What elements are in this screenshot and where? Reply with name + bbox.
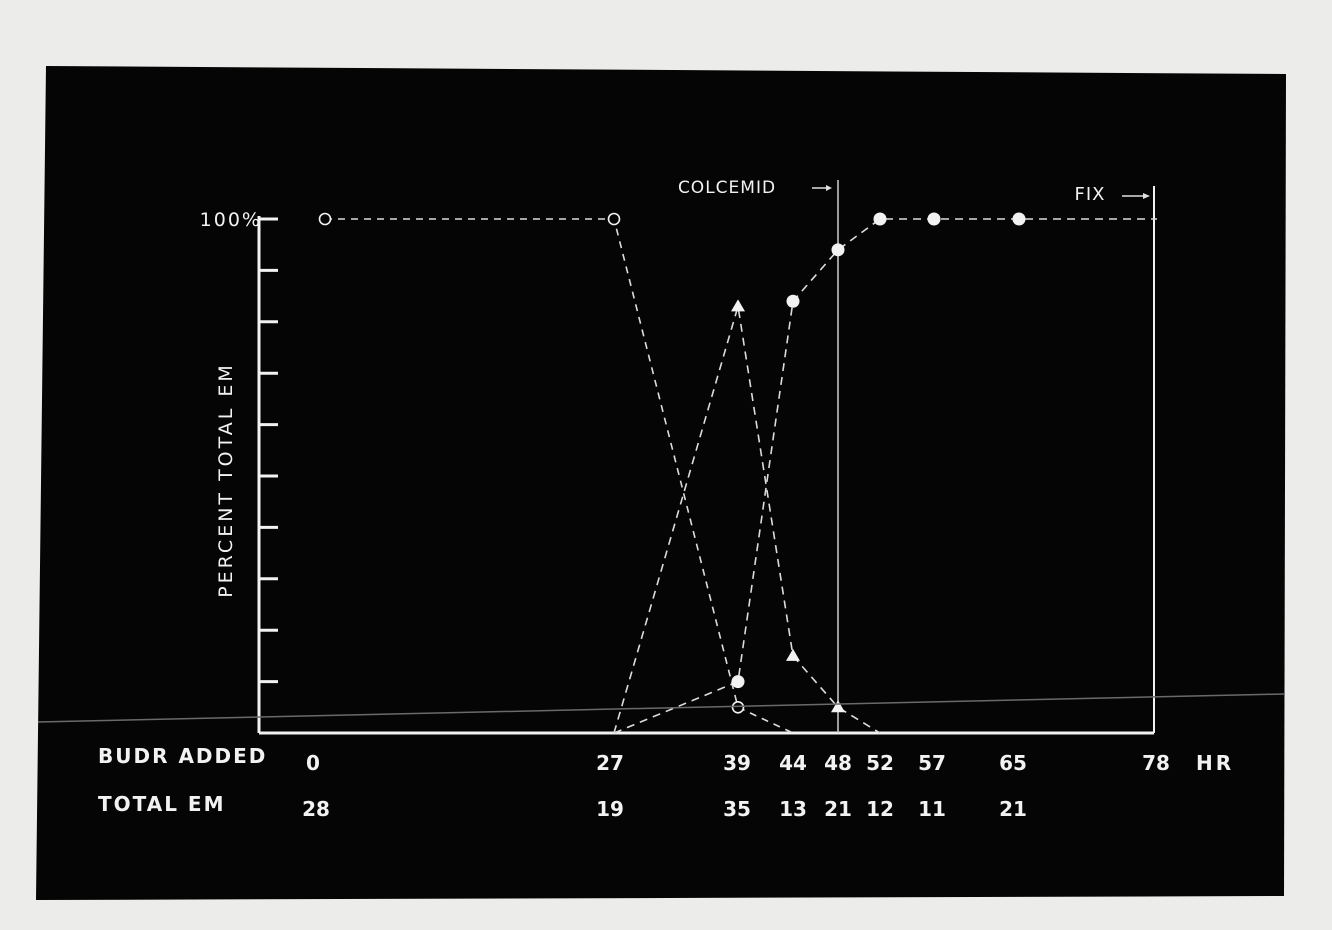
x-unit-label: HR — [1196, 751, 1234, 775]
x-labels: 0 27 39 44 48 52 57 65 78 — [306, 751, 1170, 775]
colcemid-label: COLCEMID — [678, 178, 776, 198]
y-top-label: 100% — [200, 209, 262, 231]
open-circle-marker — [731, 700, 745, 714]
total-em-row-label: TOTAL EM — [98, 792, 225, 816]
filled-circle-marker — [1012, 212, 1026, 226]
budr-row-label: BUDR ADDED — [98, 744, 267, 768]
filled-circle-marker — [786, 294, 800, 308]
x-tick-label: 0 — [306, 751, 320, 775]
total-em-value: 19 — [596, 797, 624, 821]
series-line-open-circle — [325, 218, 794, 734]
triangle-marker — [731, 299, 745, 312]
x-tick-label: 27 — [596, 751, 624, 775]
filled-circle-marker — [731, 675, 745, 689]
colcemid-arrow — [812, 185, 832, 191]
x-tick-label: 57 — [918, 751, 946, 775]
x-tick-label: 65 — [999, 751, 1027, 775]
fix-label: FIX — [1075, 184, 1106, 205]
triangle-marker — [786, 648, 800, 661]
total-em-value: 21 — [999, 797, 1027, 821]
fix-arrow — [1122, 193, 1150, 199]
chart-background — [36, 66, 1286, 900]
open-circle-marker — [318, 212, 332, 226]
y-ticks — [259, 217, 278, 735]
filled-circle-marker — [831, 243, 845, 257]
triangle-marker — [831, 700, 845, 713]
filled-circle-marker — [873, 212, 887, 226]
total-em-labels: 28 19 35 13 21 12 11 21 — [302, 797, 1027, 821]
series-markers — [318, 212, 1026, 714]
series-line-filled-circle — [613, 218, 1157, 734]
x-tick-label: 52 — [866, 751, 894, 775]
x-tick-label: 78 — [1142, 751, 1170, 775]
y-axis-label: PERCENT TOTAL EM — [215, 362, 237, 598]
scratch-line — [37, 693, 1285, 723]
x-tick-label: 44 — [779, 751, 807, 775]
open-circle-marker — [607, 212, 621, 226]
x-tick-label: 39 — [723, 751, 751, 775]
total-em-value: 12 — [866, 797, 894, 821]
total-em-value: 21 — [824, 797, 852, 821]
filled-circle-marker — [927, 212, 941, 226]
total-em-value: 28 — [302, 797, 330, 821]
total-em-value: 35 — [723, 797, 751, 821]
x-tick-label: 48 — [824, 751, 852, 775]
total-em-value: 13 — [779, 797, 807, 821]
total-em-value: 11 — [918, 797, 946, 821]
